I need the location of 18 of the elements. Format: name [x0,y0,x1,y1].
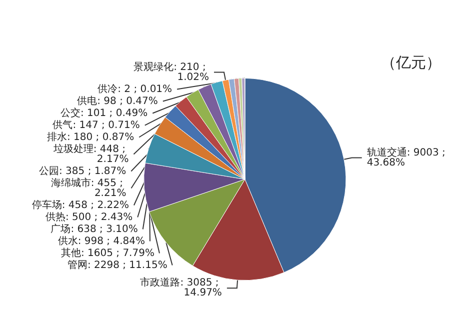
slice-label: 其他: 1605 ; 7.79% [60,246,154,259]
slice-label: 景观绿化: 210 ; 1.02% [134,60,210,83]
slice-label: 轨道交通: 9003 ; 43.68% [366,146,449,168]
slice-label: 停车场: 458 ; 2.22% [32,198,129,211]
slice-label: 海绵城市: 455 ; 2.21% [50,176,126,199]
slice-label: 公园: 385 ; 1.87% [39,164,126,177]
slice-label: 供水: 998 ; 4.84% [58,234,145,247]
slice-label: 供冷: 2 ; 0.01% [98,82,172,95]
slice-label: 供电: 98 ; 0.47% [77,94,158,107]
slice-label: 供热: 500 ; 2.43% [45,212,133,223]
slice-label: 公交: 101 ; 0.49% [60,106,148,119]
slice-label: 管网: 2298 ; 11.15% [67,260,168,271]
slice-label: 广场: 638 ; 3.10% [50,222,138,235]
slice-label: 市政道路: 3085 ; 14.97% [140,276,222,299]
slice-label: 垃圾处理: 448 ; 2.17% [52,142,129,165]
text: （亿元） [381,54,441,72]
slice-label: 排水: 180 ; 0.87% [46,130,134,143]
slice-label: 供气: 147 ; 0.71% [52,118,140,131]
